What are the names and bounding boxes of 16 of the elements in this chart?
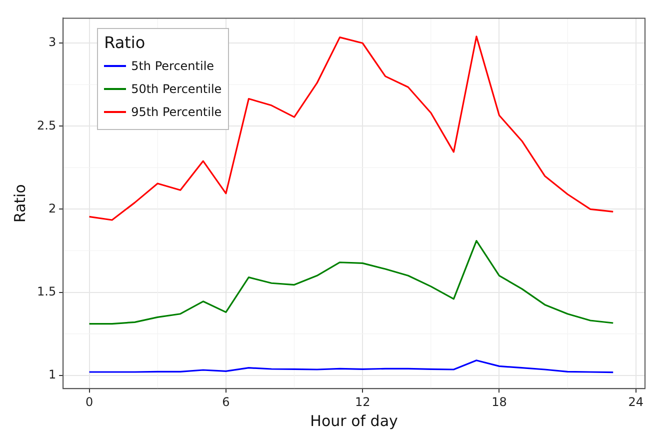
y-tick-label: 1 — [48, 367, 56, 382]
legend-label: 5th Percentile — [131, 58, 214, 73]
y-tick-label: 1.5 — [36, 284, 56, 298]
y-tick-label: 2.5 — [36, 118, 56, 132]
x-tick-label: 24 — [628, 394, 644, 409]
legend-label: 50th Percentile — [131, 82, 222, 96]
x-tick-label: 6 — [222, 394, 230, 409]
y-tick-label: 3 — [48, 35, 56, 50]
y-axis-title: Ratio — [10, 184, 29, 223]
legend-title: Ratio — [104, 33, 146, 52]
x-tick-label: 12 — [354, 394, 370, 409]
y-tick-label: 2 — [48, 201, 56, 216]
x-axis-title: Hour of day — [310, 412, 398, 430]
x-tick-label: 18 — [492, 394, 507, 409]
x-tick-label: 0 — [85, 394, 94, 409]
legend-label: 95th Percentile — [131, 104, 222, 119]
